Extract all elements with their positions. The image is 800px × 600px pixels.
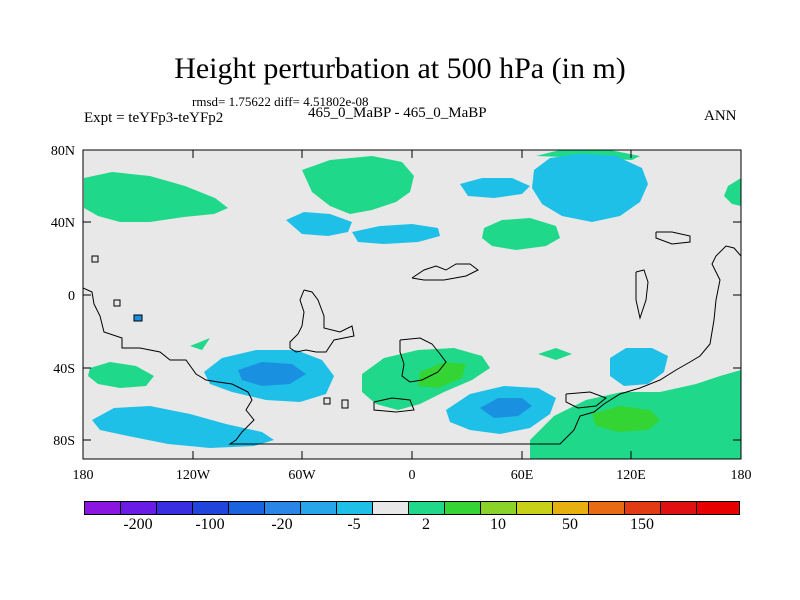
anomaly-region-east-edge [724,178,741,206]
lat-label-40s: 40S [53,362,75,377]
season-label: ANN [704,108,737,124]
colorbar-box-3 [156,501,193,515]
lon-label-180e: 180 [731,468,752,483]
colorbar-box-17 [660,501,697,515]
coastline-2 [289,289,355,353]
anomaly-region-atlantic-mid [352,224,440,244]
lon-label-120e: 120E [616,468,646,483]
lat-labels: 80N 40N 0 40S 80S [51,144,75,449]
anomaly-region-north-america [302,156,414,214]
anomaly-region-tiny-arrow [190,338,210,350]
colorbar-label-1: -200 [123,516,153,533]
colorbar-label-5: 2 [422,516,430,533]
anomaly-region-south-pacific-w [88,362,154,388]
period-label: 465_0_MaBP - 465_0_MaBP [308,105,487,121]
coastline-3 [411,263,479,281]
anomaly-region-indian-core [592,406,660,432]
anomaly-regions [84,150,741,459]
coastlines [83,231,741,445]
colorbar-box-13 [516,501,553,515]
plot-title: Height perturbation at 500 hPa (in m) [174,52,626,85]
colorbar-label-6: 10 [490,516,506,533]
colorbar-box-16 [624,501,661,515]
lat-label-0: 0 [68,289,75,304]
anomaly-region-small [133,314,143,322]
anomaly-region-siberia [532,154,648,222]
stats-label: rmsd= 1.75622 diff= 4.51802e-08 [192,94,369,109]
colorbar-box-5 [228,501,265,515]
lon-label-0: 0 [409,468,416,483]
anomaly-region-nw-pacific [84,172,228,222]
coastline-10 [91,255,99,263]
colorbar-box-1 [84,501,121,515]
colorbar-box-10 [408,501,445,515]
anomaly-region-atlantic-core [418,362,466,388]
coastline-7 [635,269,649,320]
colorbar-box-9 [372,501,409,515]
colorbar-label-3: -20 [271,516,293,533]
colorbar-box-15 [588,501,625,515]
coastline-8 [565,391,607,409]
coastline-6 [373,397,415,413]
tick-marks [82,149,742,459]
colorbar-box-8 [336,501,373,515]
anomaly-region-spike [538,348,572,360]
experiment-label: Expt = teYFp3-teYFp2 [84,110,224,126]
colorbar-box-12 [480,501,517,515]
colorbar-box-6 [264,501,301,515]
coastline-1 [83,245,741,445]
anomaly-region-north-atlantic [460,178,530,198]
lon-label-180w: 180 [73,468,94,483]
lat-label-80s: 80S [53,434,75,449]
lon-label-120w: 120W [176,468,211,483]
anomaly-region-deep-core-2 [480,398,532,418]
colorbar-label-7: 50 [562,516,578,533]
coastline-11 [341,399,349,409]
colorbar-box-18 [696,501,740,515]
lat-label-80n: 80N [51,144,75,159]
colorbar-label-8: 150 [630,516,654,533]
anomaly-region-south-indian-2 [610,348,668,386]
anomaly-region-deep-core-1 [238,362,306,386]
colorbar-box-14 [552,501,589,515]
coastline-12 [323,397,331,405]
lat-label-40n: 40N [51,216,75,231]
lon-label-60w: 60W [288,468,316,483]
lon-label-60e: 60E [511,468,534,483]
colorbar-box-2 [120,501,157,515]
colorbar-label-4: -5 [347,516,361,533]
colorbar-box-11 [444,501,481,515]
anomaly-region-asia [482,218,560,250]
colorbar-box-4 [192,501,229,515]
anomaly-region-pacific-north [286,212,352,236]
coastline-9 [113,299,121,307]
anomaly-region-south-pacific-s [92,406,274,448]
colorbar-label-2: -100 [195,516,225,533]
lon-labels: 180 120W 60W 0 60E 120E 180 [73,468,752,483]
colorbar-box-7 [300,501,337,515]
coastline-4 [655,231,691,245]
coastline-5 [399,337,447,383]
